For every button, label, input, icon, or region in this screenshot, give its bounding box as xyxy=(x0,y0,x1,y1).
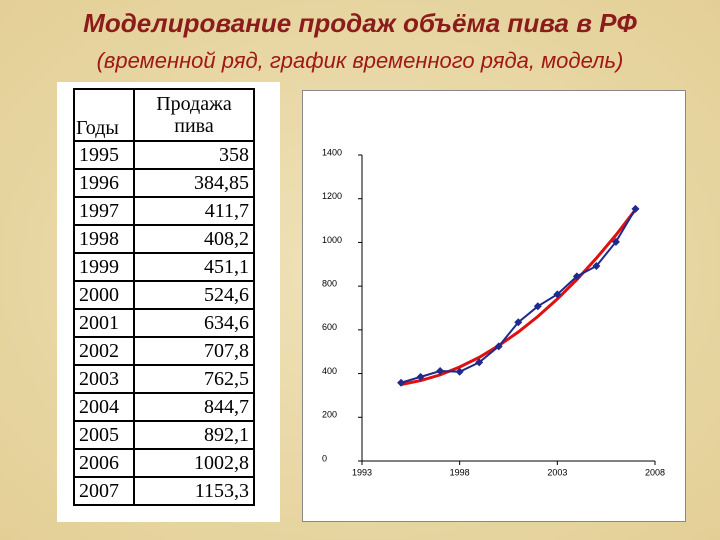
year-cell: 2006 xyxy=(73,448,135,478)
table-panel: Годы Продажа пива 1995 358 1996 384,85 1997 411… xyxy=(57,82,280,522)
value-cell: 384,85 xyxy=(133,168,255,198)
table-row: 1997 411,7 xyxy=(73,196,255,226)
value-cell: 634,6 xyxy=(133,308,255,338)
year-cell: 1995 xyxy=(73,140,135,170)
data-point xyxy=(436,367,445,376)
y-tick-label: 1400 xyxy=(322,147,342,157)
header-row: Годы Продажа пива xyxy=(73,88,255,142)
table-row: 2005 892,1 xyxy=(73,420,255,450)
year-cell: 2005 xyxy=(73,420,135,450)
year-cell: 2000 xyxy=(73,280,135,310)
y-tick-label: 800 xyxy=(322,279,337,289)
data-point xyxy=(533,302,542,311)
value-cell: 411,7 xyxy=(133,196,255,226)
value-cell: 451,1 xyxy=(133,252,255,282)
year-cell: 2002 xyxy=(73,336,135,366)
y-tick-label: 0 xyxy=(322,453,327,463)
table-row: 1999 451,1 xyxy=(73,252,255,282)
data-point xyxy=(475,358,484,367)
y-tick-label: 1000 xyxy=(322,235,342,245)
year-cell: 1998 xyxy=(73,224,135,254)
table: Годы Продажа пива 1995 358 1996 384,85 1997 411… xyxy=(73,88,255,506)
data-point xyxy=(397,378,406,387)
data-point xyxy=(416,372,425,381)
value-cell: 762,5 xyxy=(133,364,255,394)
data-point xyxy=(631,204,640,213)
year-cell: 1999 xyxy=(73,252,135,282)
table-row: 2006 1002,8 xyxy=(73,448,255,478)
y-tick-label: 1200 xyxy=(322,191,342,201)
chart: 0 200 400 600 800 1000 1200 1400 1993 1998 2003 200… xyxy=(302,90,686,522)
table-row: 1995 358 xyxy=(73,140,255,170)
data-point xyxy=(455,367,464,376)
y-tick-label: 600 xyxy=(322,322,337,332)
value-cell: 1153,3 xyxy=(133,476,255,506)
column-header: Продажа пива xyxy=(133,88,255,142)
year-cell: 1997 xyxy=(73,196,135,226)
year-cell: 2007 xyxy=(73,476,135,506)
table-row: 1996 384,85 xyxy=(73,168,255,198)
value-cell: 892,1 xyxy=(133,420,255,450)
table-row: 2000 524,6 xyxy=(73,280,255,310)
x-tick-label: 1998 xyxy=(450,467,470,477)
table-row: 2007 1153,3 xyxy=(73,476,255,506)
year-cell: 2001 xyxy=(73,308,135,338)
data-point xyxy=(592,262,601,271)
year-cell: 2004 xyxy=(73,392,135,422)
data-point xyxy=(572,272,581,281)
data-point xyxy=(553,290,562,299)
x-tick-label: 2008 xyxy=(645,467,665,477)
table-row: 2002 707,8 xyxy=(73,336,255,366)
chart-frame xyxy=(302,90,686,522)
y-tick-label: 400 xyxy=(322,366,337,376)
year-cell: 1996 xyxy=(73,168,135,198)
value-cell: 844,7 xyxy=(133,392,255,422)
x-tick-label: 2003 xyxy=(547,467,567,477)
table-row: 2003 762,5 xyxy=(73,364,255,394)
value-cell: 358 xyxy=(133,140,255,170)
value-cell: 408,2 xyxy=(133,224,255,254)
subtitle: (временной ряд, график временного ряда, … xyxy=(96,48,624,73)
x-tick-label: 1993 xyxy=(352,467,372,477)
y-tick-label: 200 xyxy=(322,410,337,420)
value-cell: 707,8 xyxy=(133,336,255,366)
column-header: Годы xyxy=(73,88,135,142)
value-cell: 524,6 xyxy=(133,280,255,310)
table-row: 2001 634,6 xyxy=(73,308,255,338)
table-row: 2004 844,7 xyxy=(73,392,255,422)
table-row: 1998 408,2 xyxy=(73,224,255,254)
year-cell: 2003 xyxy=(73,364,135,394)
data-point xyxy=(611,237,620,246)
value-cell: 1002,8 xyxy=(133,448,255,478)
data-point xyxy=(514,318,523,327)
data-point xyxy=(494,342,503,351)
title: Моделирование продаж объёма пива в РФ xyxy=(83,8,637,38)
